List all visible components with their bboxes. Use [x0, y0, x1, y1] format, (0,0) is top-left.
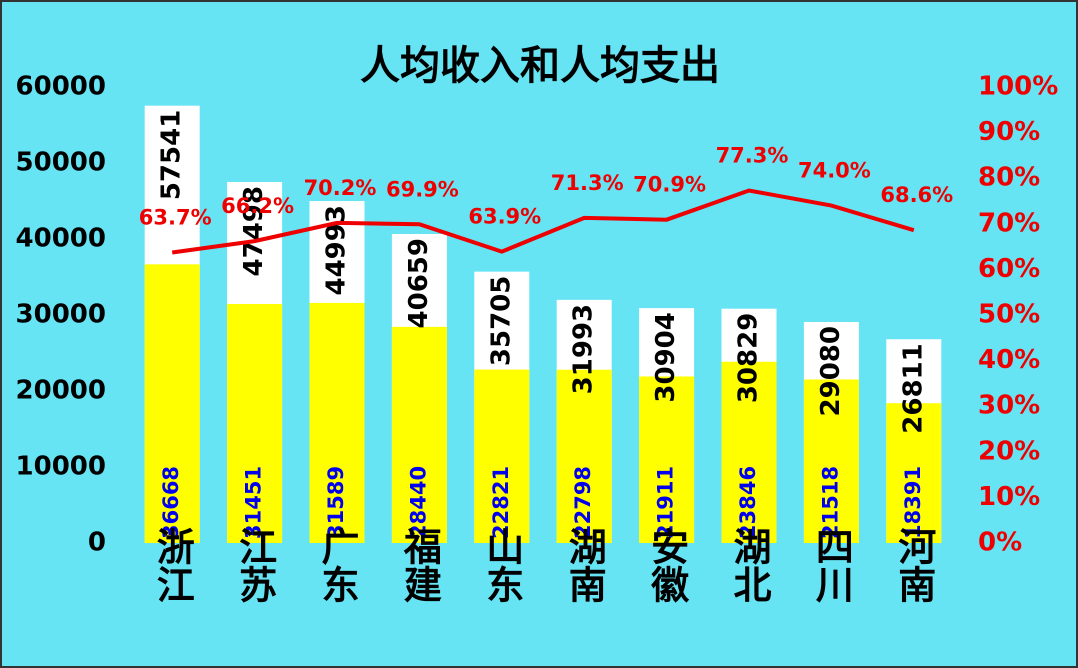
- data-label: 70.9%: [633, 173, 706, 197]
- x-tick-label: 山东: [480, 527, 524, 603]
- data-label: 77.3%: [716, 144, 789, 168]
- data-label: 21518: [818, 466, 842, 539]
- bar: [144, 264, 200, 543]
- y-tick-label: 50000: [16, 148, 106, 178]
- y2-tick-label: 0%: [978, 528, 1022, 558]
- bar: [721, 361, 777, 543]
- bar: [556, 369, 612, 543]
- y2-tick-label: 60%: [978, 254, 1040, 284]
- data-label: 31993: [569, 304, 599, 394]
- x-tick-label: 湖北: [727, 527, 771, 603]
- x-tick-label: 安徽: [645, 527, 690, 603]
- data-label: 68.6%: [880, 183, 953, 207]
- x-tick-label: 福建: [397, 527, 442, 603]
- bar: [886, 403, 942, 543]
- data-label: 57541: [157, 110, 187, 200]
- data-label: 22821: [489, 466, 513, 539]
- data-label: 74.0%: [798, 159, 871, 183]
- chart-title: 人均收入和人均支出: [360, 43, 720, 89]
- bar: [227, 303, 283, 543]
- data-label: 40659: [404, 238, 434, 328]
- data-label: 30904: [651, 312, 681, 402]
- data-label: 66.2%: [221, 194, 294, 218]
- data-label: 36668: [159, 466, 183, 539]
- x-tick-label: 江苏: [233, 527, 277, 603]
- data-label: 22798: [571, 466, 595, 539]
- y2-tick-label: 90%: [978, 117, 1040, 147]
- data-label: 71.3%: [551, 171, 624, 195]
- data-label: 70.2%: [304, 176, 377, 200]
- data-label: 21911: [654, 466, 678, 539]
- y-tick-label: 40000: [16, 224, 106, 254]
- data-label: 26811: [898, 343, 928, 433]
- bar: [803, 379, 859, 543]
- data-label: 47498: [239, 186, 269, 276]
- y2-tick-label: 50%: [978, 300, 1040, 330]
- data-label: 30829: [734, 313, 764, 403]
- bar: [309, 302, 365, 543]
- data-label: 29080: [816, 326, 846, 416]
- y2-tick-label: 30%: [978, 391, 1040, 421]
- x-tick-label: 四川: [809, 527, 853, 603]
- x-tick-label: 河南: [892, 527, 936, 603]
- data-label: 63.9%: [468, 205, 541, 229]
- y2-tick-label: 80%: [978, 163, 1040, 193]
- data-label: 69.9%: [386, 177, 459, 201]
- y-tick-label: 10000: [16, 452, 106, 482]
- data-label: 31589: [324, 466, 348, 539]
- y-tick-label: 60000: [16, 72, 106, 102]
- x-tick-label: 广东: [315, 527, 359, 603]
- data-label: 18391: [901, 466, 925, 539]
- x-tick-label: 湖南: [562, 527, 606, 603]
- x-tick-label: 浙江: [150, 527, 194, 603]
- y2-tick-label: 40%: [978, 345, 1040, 375]
- y-tick-label: 20000: [16, 376, 106, 406]
- bar: [639, 376, 695, 543]
- y2-tick-label: 70%: [978, 208, 1040, 238]
- y2-tick-label: 20%: [978, 436, 1040, 466]
- data-label: 28440: [406, 466, 430, 539]
- y2-tick-label: 10%: [978, 482, 1040, 512]
- data-label: 63.7%: [139, 206, 212, 230]
- line: [171, 188, 915, 255]
- y2-tick-label: 100%: [978, 72, 1058, 102]
- data-label: 44993: [322, 205, 352, 295]
- data-label: 35705: [486, 276, 516, 366]
- bar: [474, 369, 530, 543]
- data-label: 23846: [736, 466, 760, 539]
- y-tick-label: 30000: [16, 300, 106, 330]
- data-label: 31451: [242, 466, 266, 539]
- y-tick-label: 0: [88, 528, 106, 558]
- bar: [391, 326, 447, 543]
